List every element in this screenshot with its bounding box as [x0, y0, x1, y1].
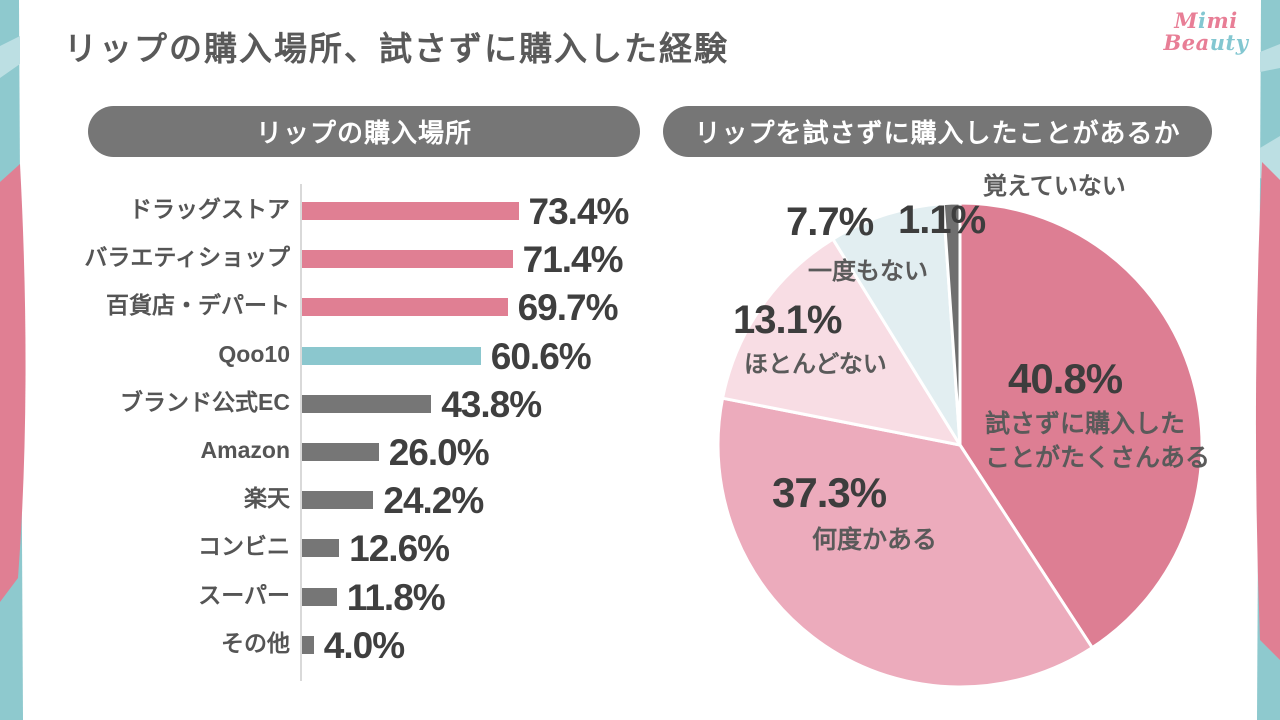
logo-letter: M — [1174, 8, 1199, 33]
bar-value-label: 11.8% — [346, 576, 446, 618]
logo-letter: t — [1225, 30, 1236, 56]
bar-category-label: バラエティショップ — [84, 244, 290, 271]
bar-category-label: 百貨店・デパート — [106, 292, 290, 319]
brand-logo: Mimi Beauty — [1158, 8, 1254, 54]
logo-letter: a — [1195, 30, 1210, 56]
bar-category-label: ドラッグストア — [129, 196, 290, 222]
bar — [302, 250, 513, 269]
logo-letter: m — [1206, 8, 1230, 33]
bar-value-label: 69.7% — [517, 287, 619, 329]
left-edge-ribbon — [0, 0, 26, 720]
bar — [302, 539, 340, 558]
bar-value-label: 60.6% — [490, 335, 592, 377]
logo-letter: y — [1235, 30, 1249, 56]
pie-slice — [831, 202, 962, 447]
logo-letter: i — [1198, 8, 1207, 33]
logo-line2: Beauty — [1158, 32, 1254, 54]
right-edge-ribbon — [1255, 0, 1280, 720]
bar-value-label: 4.0% — [323, 624, 405, 666]
bar — [302, 298, 508, 317]
bar — [302, 587, 337, 606]
bar-value-label: 26.0% — [388, 432, 490, 473]
bar — [302, 202, 519, 220]
page-title: リップの購入場所、試さずに購入した経験 — [64, 30, 729, 67]
bar-category-label: スーパー — [198, 581, 290, 608]
pie-slice — [716, 396, 1094, 689]
logo-letter: B — [1163, 30, 1182, 56]
bar-value-label: 24.2% — [383, 480, 484, 522]
bar-category-label: Qoo10 — [218, 340, 290, 367]
pie-chart-section-header: リップを試さずに購入したことがあるか — [663, 106, 1212, 157]
pie-chart — [716, 201, 1204, 689]
bar — [302, 443, 379, 461]
logo-line1: Mimi — [1158, 8, 1254, 33]
bar — [302, 635, 314, 654]
logo-letter: u — [1209, 30, 1226, 56]
bar-category-label: その他 — [221, 629, 290, 656]
pie-slice — [941, 201, 962, 447]
logo-letter: e — [1181, 30, 1196, 56]
bar-value-label: 43.8% — [441, 383, 542, 425]
bar-value-label: 12.6% — [349, 528, 450, 570]
pie-slice — [721, 237, 962, 447]
bar — [302, 394, 432, 413]
bar-category-label: コンビニ — [198, 533, 290, 560]
bar-chart-axis-line — [300, 184, 302, 681]
bar — [302, 491, 374, 510]
bar-value-label: 71.4% — [522, 239, 624, 281]
bar-category-label: 楽天 — [244, 485, 290, 512]
bar-value-label: 73.4% — [528, 191, 630, 232]
bar — [302, 346, 481, 365]
bar-category-label: ブランド公式EC — [120, 388, 290, 415]
bar-chart-section-header: リップの購入場所 — [88, 106, 640, 157]
bar-category-label: Amazon — [200, 437, 290, 463]
logo-letter: i — [1229, 8, 1238, 33]
